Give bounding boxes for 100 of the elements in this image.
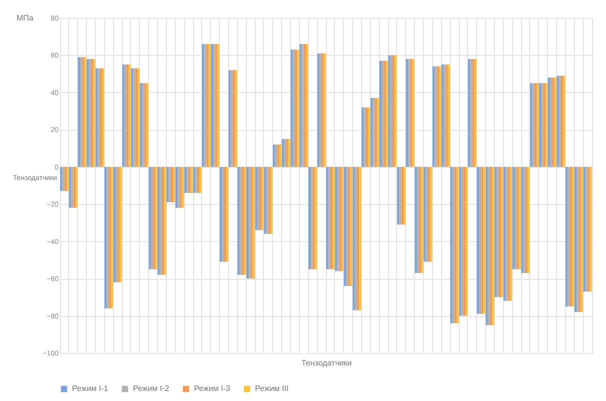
bar bbox=[488, 166, 490, 326]
bar bbox=[172, 166, 176, 202]
bar bbox=[308, 166, 311, 270]
bar bbox=[68, 166, 72, 208]
bar bbox=[452, 166, 455, 324]
bar bbox=[184, 166, 186, 193]
bar bbox=[270, 166, 273, 234]
bar bbox=[148, 166, 151, 270]
bar bbox=[534, 83, 537, 167]
bar bbox=[450, 166, 452, 324]
bar bbox=[572, 166, 574, 306]
bar bbox=[486, 166, 488, 326]
bar bbox=[272, 144, 276, 167]
bar bbox=[514, 166, 517, 270]
bar bbox=[463, 166, 466, 316]
bar bbox=[282, 138, 284, 167]
bar bbox=[354, 166, 358, 310]
bar bbox=[115, 166, 118, 282]
bar bbox=[78, 57, 80, 167]
legend-label: Режим I-1 bbox=[72, 384, 109, 393]
bar bbox=[200, 166, 202, 193]
bar bbox=[430, 166, 432, 262]
bar bbox=[162, 166, 164, 275]
bar bbox=[428, 166, 430, 262]
bar bbox=[404, 166, 406, 225]
bar bbox=[368, 107, 370, 167]
bar bbox=[334, 166, 338, 272]
bar bbox=[235, 70, 238, 167]
bar bbox=[222, 166, 224, 262]
bar bbox=[376, 98, 380, 167]
bar bbox=[182, 166, 184, 208]
bar bbox=[341, 166, 344, 272]
bar bbox=[66, 166, 69, 192]
bar bbox=[416, 166, 420, 273]
bar bbox=[220, 166, 222, 262]
bar bbox=[140, 83, 142, 167]
bar bbox=[86, 58, 89, 167]
bar bbox=[370, 98, 373, 167]
bar bbox=[438, 66, 442, 167]
bar bbox=[284, 138, 286, 167]
bar bbox=[197, 166, 200, 193]
bar bbox=[113, 166, 116, 282]
y-axis-title: МПа bbox=[16, 14, 34, 22]
bar bbox=[560, 76, 564, 167]
bar bbox=[548, 78, 550, 167]
x-axis-title: Тензодатчики bbox=[301, 358, 352, 368]
bar bbox=[110, 166, 114, 308]
bar bbox=[202, 44, 204, 167]
bar bbox=[100, 68, 102, 167]
bar bbox=[88, 58, 92, 167]
bar bbox=[102, 68, 104, 167]
bar bbox=[503, 166, 506, 301]
bar bbox=[104, 166, 107, 308]
bar bbox=[135, 68, 138, 167]
bar bbox=[448, 64, 450, 167]
bar bbox=[474, 58, 477, 167]
bar bbox=[536, 83, 539, 167]
bar bbox=[441, 64, 444, 167]
bar bbox=[545, 83, 548, 167]
bar bbox=[279, 144, 282, 167]
bar bbox=[246, 166, 248, 279]
legend-label: Режим III bbox=[255, 384, 289, 393]
bar bbox=[412, 58, 415, 167]
bar bbox=[574, 166, 577, 312]
bar bbox=[580, 166, 584, 312]
bar bbox=[330, 166, 333, 270]
legend-label: Режим I-3 bbox=[194, 384, 231, 393]
bar bbox=[512, 166, 514, 270]
bar bbox=[563, 76, 566, 167]
bar bbox=[237, 166, 240, 275]
bar bbox=[175, 166, 178, 208]
bar bbox=[332, 166, 335, 270]
bar bbox=[297, 50, 300, 167]
bar bbox=[186, 166, 189, 193]
bar bbox=[75, 166, 78, 208]
bar bbox=[401, 166, 404, 225]
bar bbox=[306, 44, 308, 167]
legend-label: Режим I-2 bbox=[133, 384, 170, 393]
bar bbox=[352, 166, 355, 310]
bar bbox=[498, 166, 502, 298]
bar bbox=[232, 70, 236, 167]
bar bbox=[64, 166, 67, 192]
bar bbox=[366, 107, 368, 167]
bar bbox=[583, 166, 586, 292]
bar bbox=[294, 50, 298, 167]
bar bbox=[150, 166, 154, 270]
bar bbox=[379, 60, 382, 167]
bar bbox=[319, 53, 322, 167]
bar bbox=[381, 60, 384, 167]
bar bbox=[146, 83, 149, 167]
bar bbox=[268, 166, 271, 234]
bar bbox=[314, 166, 318, 270]
bar bbox=[248, 166, 251, 279]
bar bbox=[244, 166, 246, 275]
bar bbox=[501, 166, 504, 298]
bar bbox=[538, 83, 542, 167]
bar bbox=[550, 78, 552, 167]
bar bbox=[406, 58, 408, 167]
bar bbox=[138, 68, 140, 167]
bar bbox=[210, 44, 214, 167]
